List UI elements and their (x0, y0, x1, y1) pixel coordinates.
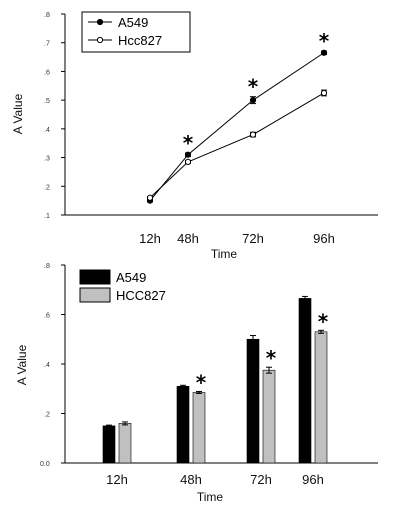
legend-hcc827-swatch (79, 287, 111, 303)
bar-chart-y-tick-label: .6 (44, 313, 50, 320)
bar-a549 (298, 298, 312, 464)
line-chart-significance-star: * (248, 75, 259, 99)
line-chart-x-tick-label: 12h (139, 231, 161, 246)
bar-chart-y-tick-label: .4 (44, 362, 50, 369)
legend-hcc827-marker (96, 36, 104, 44)
line-chart-y-tick-label: .7 (44, 41, 50, 48)
bar-chart-y-ticks: 0.0 .2 .4 .6 .8 (40, 263, 65, 468)
line-chart-y-tick-label: .6 (44, 69, 50, 76)
line-chart-significance: * * * (183, 29, 330, 155)
legend-a549-swatch (79, 269, 111, 285)
legend-hcc827-label: Hcc827 (118, 33, 162, 48)
line-chart-ylabel: A Value (11, 93, 25, 134)
line-chart-series (146, 49, 328, 204)
bar-a549 (102, 425, 116, 464)
line-chart-y-ticks: .1 .2 .3 .4 .5 .6 .7 .8 (44, 12, 65, 220)
line-chart-panel: .1 .2 .3 .4 .5 .6 .7 .8 12h 48h 72h 96h A Value Ti… (11, 11, 378, 261)
legend-hcc827-label: HCC827 (116, 288, 166, 303)
line-point-a549 (249, 97, 257, 104)
bar-chart-significance-star: * (196, 370, 207, 394)
legend-a549-label: A549 (118, 15, 148, 30)
line-point-hcc827 (184, 158, 192, 165)
bar-chart-x-tick-label: 96h (302, 472, 324, 487)
bar-chart-x-tick-label: 72h (250, 472, 272, 487)
bar-chart-panel: 0.0.2.4.6.8 12h 48h 72h 96h A Value Time **… (15, 263, 378, 504)
bar-chart-legend: A549 HCC827 (79, 269, 166, 303)
line-point-hcc827 (320, 89, 328, 97)
bar-chart-bars (102, 295, 328, 464)
bar-hcc827 (118, 423, 132, 464)
bar-hcc827 (262, 369, 276, 464)
bar-a549 (176, 385, 190, 464)
line-chart-y-tick-label: .1 (44, 213, 50, 220)
bar-chart-x-tick-label: 12h (106, 472, 128, 487)
bar-chart-x-tick-label: 48h (180, 472, 202, 487)
bar-chart-significance: * * * (196, 309, 329, 394)
line-chart-significance-star: * (319, 29, 330, 53)
legend-a549-label: A549 (116, 270, 146, 285)
bar-chart-significance-star: * (318, 309, 329, 333)
line-chart-significance-star: * (183, 131, 194, 155)
line-chart-y-tick-label: .4 (44, 127, 50, 134)
line-series-hcc827 (149, 92, 325, 199)
line-chart-legend-box (81, 11, 191, 53)
line-chart-x-tick-label: 96h (313, 231, 335, 246)
bar-chart-ylabel: A Value (15, 344, 29, 385)
bar-chart-significance-star: * (266, 346, 277, 370)
legend-a549-marker (96, 18, 104, 26)
line-chart-y-tick-label: .8 (44, 12, 50, 19)
line-point-a549 (320, 49, 328, 56)
line-chart-y-tick-label: .3 (44, 156, 50, 163)
line-chart-xlabel: Time (211, 247, 238, 261)
line-point-hcc827 (146, 194, 154, 201)
bar-chart-y-tick-label: .2 (44, 412, 50, 419)
bar-hcc827 (192, 392, 206, 464)
line-series-a549 (149, 52, 325, 201)
bar-chart-x-ticks: 12h 48h 72h 96h (106, 472, 324, 487)
line-point-a549 (184, 151, 192, 158)
line-chart-y-tick-label: .5 (44, 98, 50, 105)
line-chart-x-ticks: 12h 48h 72h 96h (139, 231, 335, 246)
line-chart-y-tick-label: .2 (44, 184, 50, 191)
line-point-hcc827 (249, 131, 257, 138)
bar-chart-xlabel: Time (197, 490, 224, 504)
bar-a549 (246, 338, 260, 464)
line-chart-x-tick-label: 72h (242, 231, 264, 246)
bar-hcc827 (314, 331, 328, 464)
bar-chart-y-tick-label: 0.0 (40, 461, 50, 468)
line-chart-x-tick-label: 48h (177, 231, 199, 246)
line-chart-legend: A549 Hcc827 (81, 11, 191, 53)
bar-chart-y-tick-label: .8 (44, 263, 50, 270)
